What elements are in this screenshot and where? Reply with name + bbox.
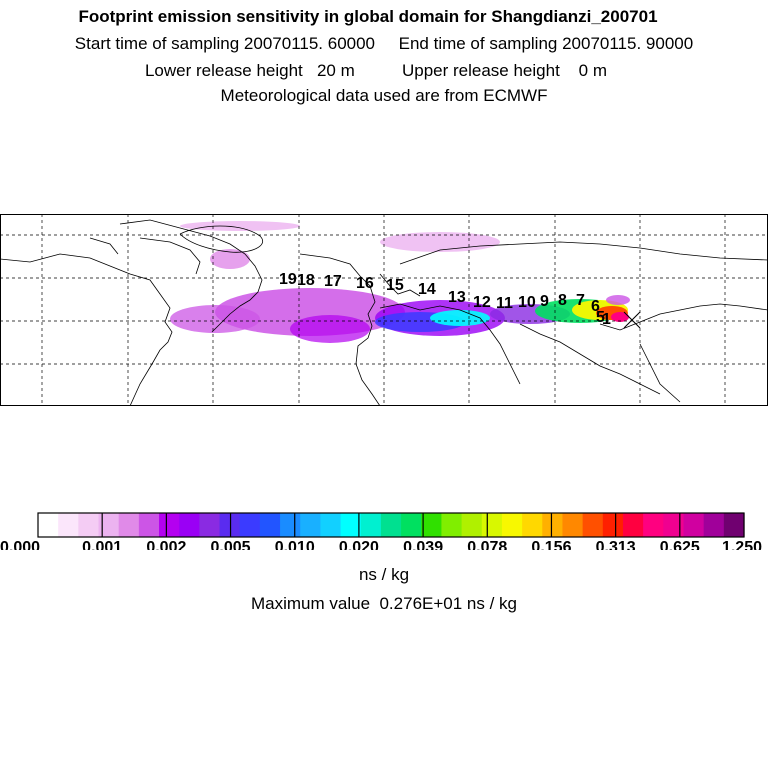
colorbar-frame — [37, 512, 745, 538]
colorbar-dividers — [101, 513, 681, 537]
colorbar-tick-label: 0.313 — [596, 539, 636, 550]
colorbar-swatch — [320, 513, 342, 537]
map-title: Footprint emission sensitivity in global… — [78, 7, 658, 26]
colorbar-tick-labels: 0.000 0.001 0.002 0.005 0.010 0.020 0.039 0.078… — [0, 539, 762, 550]
colorbar-swatch — [380, 513, 402, 537]
colorbar-tick-label: 0.625 — [660, 539, 700, 550]
trajectory-label: 16 — [356, 275, 374, 292]
colorbar-swatch — [481, 513, 503, 537]
colorbar-tick-label: 1.250 — [722, 539, 762, 550]
trajectory-label: 11 — [496, 295, 513, 312]
colorbar-swatch — [219, 513, 241, 537]
colorbar-swatch — [280, 513, 301, 537]
colorbar-swatch — [58, 513, 79, 537]
trajectory-label: 15 — [386, 277, 404, 294]
colorbar-swatch — [643, 513, 664, 537]
colorbar-swatch — [501, 513, 523, 537]
coastlines — [0, 219, 768, 406]
colorbar-tick-label: 0.001 — [82, 539, 122, 550]
colorbar-swatch — [199, 513, 221, 537]
colorbar-swatch — [38, 513, 59, 537]
trajectory-label: 9 — [540, 293, 549, 310]
maximum-value-label: Maximum value 0.276E+01 ns / kg — [251, 594, 517, 613]
colorbar-tick-label: 0.078 — [467, 539, 507, 550]
colorbar-swatch — [98, 513, 120, 537]
colorbar-swatch — [138, 513, 160, 537]
colorbar-swatch — [441, 513, 463, 537]
colorbar-swatch — [461, 513, 483, 537]
trajectory-label: 7 — [576, 292, 585, 309]
footprint-map: 19 18 17 16 15 14 13 12 11 10 9 8 7 6 5 … — [0, 214, 768, 406]
trajectory-label: 6 — [591, 298, 600, 315]
colorbar-swatch — [703, 513, 725, 537]
trajectory-label: 5 — [596, 309, 605, 326]
colorbar-swatch — [421, 513, 443, 537]
trajectory-label: 19 — [279, 271, 297, 288]
colorbar-swatch — [340, 513, 362, 537]
colorbar-swatch — [542, 513, 564, 537]
sampling-time-line: Start time of sampling 20070115. 60000 E… — [74, 34, 694, 53]
met-data-line: Meteorological data used are from ECMWF — [220, 86, 548, 105]
trajectory-label: 10 — [518, 294, 536, 311]
colorbar-swatch — [159, 513, 180, 537]
colorbar-swatch — [663, 513, 685, 537]
colorbar-swatch — [239, 513, 261, 537]
colorbar-swatch — [622, 513, 644, 537]
colorbar-swatch — [118, 513, 140, 537]
trajectory-label: 8 — [558, 292, 567, 309]
colorbar-tick-label: 0.005 — [211, 539, 251, 550]
colorbar-swatch — [179, 513, 200, 537]
colorbar-swatch — [562, 513, 584, 537]
colorbar-tick-label: 0.002 — [146, 539, 186, 550]
colorbar-tick-label: 0.020 — [339, 539, 379, 550]
colorbar-swatch — [522, 513, 543, 537]
colorbar-swatch — [78, 513, 100, 537]
colorbar-units: ns / kg — [358, 565, 410, 584]
trajectory-label: 14 — [418, 281, 436, 298]
colorbar-swatch — [259, 513, 281, 537]
colorbar-swatch — [723, 513, 745, 537]
colorbar-tick-label: 0.039 — [403, 539, 443, 550]
trajectory-labels: 19 18 17 16 15 14 13 12 11 10 9 8 7 6 5 … — [279, 271, 611, 328]
colorbar-swatch — [401, 513, 422, 537]
colorbar-swatch — [360, 513, 382, 537]
graticule — [0, 214, 768, 406]
colorbar-swatch — [300, 513, 321, 537]
trajectory-label: 1 — [602, 311, 611, 328]
colorbar: 0.000 0.001 0.002 0.005 0.010 0.020 0.039 0.078… — [0, 512, 762, 550]
colorbar-swatches — [38, 513, 745, 537]
trajectory-label: 17 — [324, 273, 342, 290]
colorbar-tick-label: 0.010 — [275, 539, 315, 550]
colorbar-swatch — [683, 513, 705, 537]
receptor-marker — [623, 311, 641, 329]
trajectory-label: 13 — [448, 289, 466, 306]
colorbar-swatch — [602, 513, 624, 537]
trajectory-label: 12 — [473, 294, 491, 311]
trajectory-label: 18 — [297, 272, 315, 289]
footprint-plume — [170, 221, 630, 343]
colorbar-tick-label: 0.156 — [531, 539, 571, 550]
colorbar-tick-label: 0.000 — [0, 539, 40, 550]
release-height-line: Lower release height 20 m Upper release … — [144, 61, 608, 80]
colorbar-swatch — [582, 513, 604, 537]
